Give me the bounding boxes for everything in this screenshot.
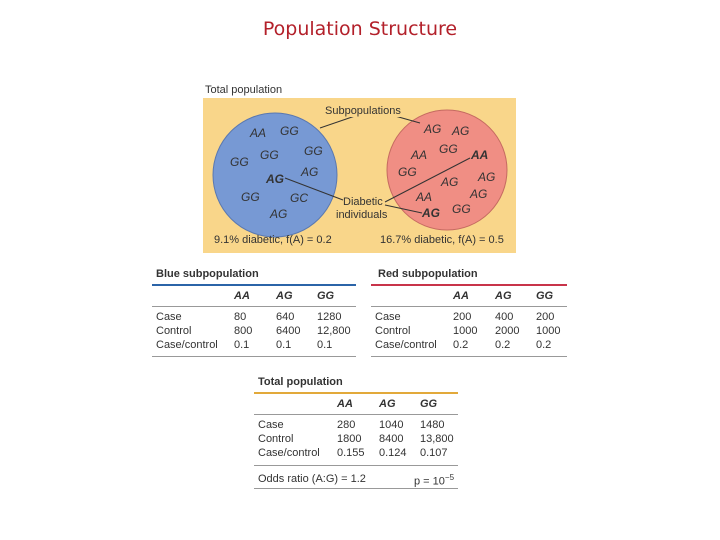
total-row-label: Control	[258, 433, 294, 445]
red-header-gg: GG	[536, 290, 554, 302]
diabetic-label-line-1: Diabetic	[343, 196, 383, 208]
total-population-label: Total population	[205, 84, 283, 96]
red-cell: 0.2	[495, 339, 511, 351]
red-genotype: AG	[478, 170, 496, 184]
total-table-rule	[254, 392, 458, 394]
red-cell: 0.2	[536, 339, 552, 351]
blue-header-gg: GG	[317, 290, 335, 302]
blue-genotype: GG	[241, 190, 260, 204]
red-cell: 0.2	[453, 339, 469, 351]
blue-genotype: GG	[304, 144, 323, 158]
total-table-divider	[254, 465, 458, 466]
blue-row-label: Case	[156, 311, 182, 323]
blue-cell: 0.1	[317, 339, 333, 351]
diabetic-label-line-2: individuals	[336, 209, 388, 221]
red-cell: 1000	[536, 325, 561, 337]
total-row-label: Case	[258, 419, 284, 431]
total-cell: 280	[337, 419, 356, 431]
total-header-divider	[254, 414, 458, 415]
blue-genotype: GG	[280, 124, 299, 138]
red-table-bottom	[371, 356, 567, 357]
red-genotype: AG	[424, 122, 442, 136]
total-header-gg: GG	[420, 398, 438, 410]
slide-title: Population Structure	[262, 18, 458, 40]
red-cell: 1000	[453, 325, 478, 337]
p-value-base: p = 10	[414, 475, 445, 488]
total-cell: 0.155	[337, 447, 365, 459]
total-cell: 1040	[379, 419, 404, 431]
red-genotype: GG	[398, 165, 417, 179]
blue-header-ag: AG	[276, 290, 293, 302]
subpopulations-label: Subpopulations	[322, 105, 404, 117]
blue-header-aa: AA	[234, 290, 250, 302]
red-genotype: AG	[470, 187, 488, 201]
blue-caption: 9.1% diabetic, f(A) = 0.2	[214, 234, 332, 246]
red-genotype: AA	[416, 190, 433, 204]
red-genotype: GG	[439, 142, 458, 156]
total-cell: 1800	[337, 433, 362, 445]
diabetic-pointer-blue	[284, 177, 344, 201]
blue-cell: 640	[276, 311, 295, 323]
red-cell: 400	[495, 311, 514, 323]
red-row-label: Case	[375, 311, 401, 323]
blue-genotype-highlighted: AG	[266, 172, 284, 186]
total-cell: 0.124	[379, 447, 407, 459]
total-header-ag: AG	[379, 398, 396, 410]
red-genotype: AA	[411, 148, 428, 162]
diabetic-pointer-red-2	[384, 204, 423, 214]
blue-row-label: Control	[156, 325, 192, 337]
red-table-title: Red subpopulation	[378, 268, 478, 280]
red-cell: 200	[453, 311, 472, 323]
total-cell: 8400	[379, 433, 404, 445]
blue-genotype: AA	[250, 126, 267, 140]
red-genotype: AG	[452, 124, 470, 138]
red-row-label: Case/control	[375, 339, 437, 351]
red-genotype: AG	[441, 175, 459, 189]
red-genotype: GG	[452, 202, 471, 216]
blue-cell: 12,800	[317, 325, 351, 337]
subpop-pointer-left	[319, 115, 356, 129]
red-row-label: Control	[375, 325, 411, 337]
red-cell: 2000	[495, 325, 520, 337]
blue-row-label: Case/control	[156, 339, 218, 351]
blue-genotype: GC	[290, 191, 308, 205]
total-cell: 0.107	[420, 447, 448, 459]
blue-cell: 6400	[276, 325, 301, 337]
blue-subpopulation-circle	[212, 112, 338, 238]
blue-table-rule	[152, 284, 356, 286]
blue-genotype: AG	[270, 207, 288, 221]
diabetic-pointer-red-1	[384, 157, 471, 203]
blue-genotype: AG	[301, 165, 319, 179]
total-header-aa: AA	[337, 398, 353, 410]
red-header-aa: AA	[453, 290, 469, 302]
total-cell: 13,800	[420, 433, 454, 445]
odds-ratio: Odds ratio (A:G) = 1.2	[258, 473, 366, 485]
p-value-exponent: −5	[444, 473, 455, 482]
total-row-label: Case/control	[258, 447, 320, 459]
red-table-rule	[371, 284, 567, 286]
red-caption: 16.7% diabetic, f(A) = 0.5	[380, 234, 504, 246]
blue-cell: 80	[234, 311, 247, 323]
blue-genotype: GG	[230, 155, 249, 169]
blue-header-divider	[152, 306, 356, 307]
blue-cell: 800	[234, 325, 253, 337]
subpop-pointer-right	[394, 115, 421, 124]
blue-cell: 1280	[317, 311, 342, 323]
total-table-bottom	[254, 488, 458, 489]
blue-cell: 0.1	[276, 339, 292, 351]
blue-table-bottom	[152, 356, 356, 357]
red-genotype-highlighted: AA	[471, 148, 489, 162]
total-cell: 1480	[420, 419, 445, 431]
red-genotype-highlighted: AG	[422, 206, 440, 220]
blue-cell: 0.1	[234, 339, 250, 351]
blue-genotype: GG	[260, 148, 279, 162]
total-table-title: Total population	[258, 376, 343, 388]
blue-table-title: Blue subpopulation	[156, 268, 259, 280]
red-header-ag: AG	[495, 290, 512, 302]
red-header-divider	[371, 306, 567, 307]
red-cell: 200	[536, 311, 555, 323]
p-value: p = 10−5	[414, 473, 454, 488]
